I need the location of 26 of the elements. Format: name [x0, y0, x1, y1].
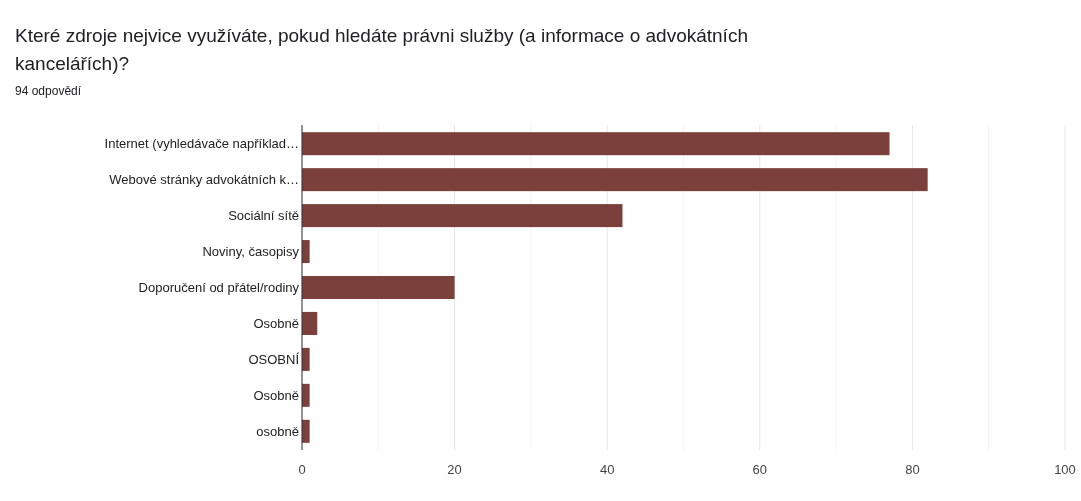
y-tick-label: OSOBNÍ [248, 351, 300, 367]
x-tick-label: 60 [752, 462, 768, 477]
y-tick-label: Webové stránky advokátních k… [109, 172, 299, 188]
y-tick-label: Sociální sítě [228, 208, 299, 224]
text: 94 odpovědí [14, 84, 83, 98]
x-tick-label: 100 [1054, 462, 1076, 477]
bar [302, 347, 310, 371]
y-tick-label: Doporučení od přátel/rodiny [138, 280, 300, 296]
bar [302, 204, 623, 228]
bar [302, 419, 310, 443]
bar [302, 168, 928, 192]
y-tick-label: Osobně [253, 316, 299, 331]
y-tick-label: Internet (vyhledávače například… [104, 136, 299, 152]
bar [302, 132, 890, 156]
bar [302, 383, 310, 407]
chart-title: Které zdroje nejvice využíváte, pokud hledáte právni služby (a informace o advokátních kancelářích)? [14, 24, 749, 76]
bar [302, 240, 310, 264]
x-tick-label: 40 [599, 462, 615, 477]
x-tick-label: 0 [298, 462, 306, 477]
y-tick-label: Osobně [253, 387, 299, 403]
y-tick-label: osobně [256, 423, 299, 439]
y-tick-label: Noviny, časopisy [202, 244, 300, 260]
x-tick-label: 80 [905, 462, 920, 477]
bar [302, 276, 455, 299]
bar [302, 311, 318, 335]
x-tick-label: 20 [447, 462, 462, 477]
